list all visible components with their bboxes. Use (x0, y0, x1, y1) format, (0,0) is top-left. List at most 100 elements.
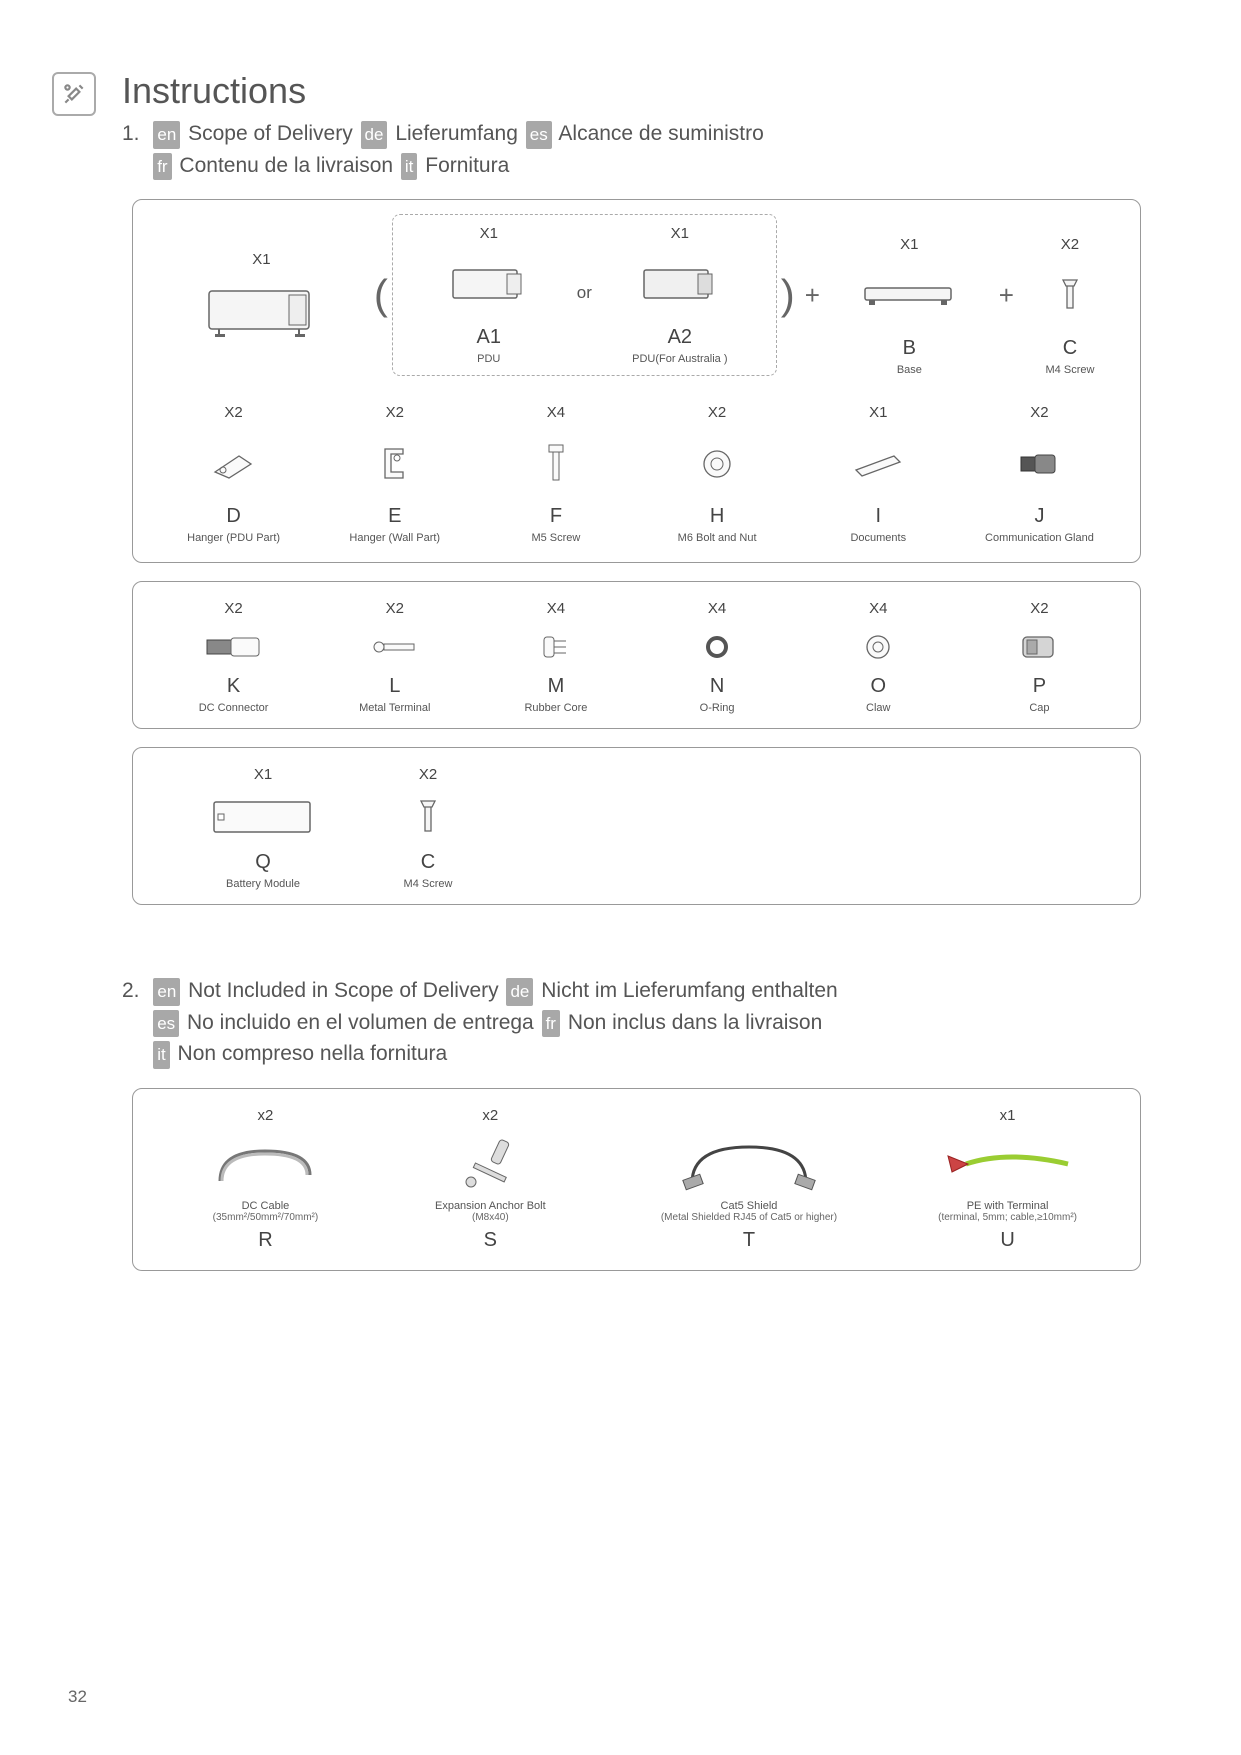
label: M5 Screw (531, 532, 580, 544)
letter: S (484, 1229, 497, 1252)
letter: C (1063, 337, 1077, 360)
letter: B (903, 337, 916, 360)
section1-fr: Contenu de la livraison (179, 154, 393, 177)
qty: X1 (671, 225, 689, 242)
letter: H (710, 505, 724, 528)
page: Instructions 1. en Scope of Delivery de … (0, 0, 1241, 1755)
letter: D (226, 505, 240, 528)
letter: E (388, 505, 401, 528)
section2-es: No incluido en el volumen de entrega (187, 1011, 534, 1034)
claw-icon (862, 625, 894, 669)
label: Expansion Anchor Bolt (435, 1200, 546, 1212)
lang-en: en (153, 121, 180, 149)
section2-en: Not Included in Scope of Delivery (188, 979, 499, 1002)
box4-row: x2 DC Cable (35mm²/50mm²/70mm²) R x2 Exp… (153, 1103, 1120, 1252)
qty: x1 (1000, 1107, 1016, 1124)
delivery-box-2: X2 K DC Connector X2 L Metal Terminal X4… (132, 581, 1141, 729)
paren-close: ) (777, 271, 799, 319)
lang-it: it (153, 1041, 170, 1069)
qty: X2 (419, 766, 437, 783)
m6-bolt-icon (699, 429, 735, 499)
lang-es: es (526, 121, 552, 149)
item-t: Cat5 Shield (Metal Shielded RJ45 of Cat5… (603, 1120, 895, 1252)
box1-row2: X2 D Hanger (PDU Part) X2 E Hanger (Wall… (153, 400, 1120, 544)
tools-icon (52, 72, 96, 116)
label: Metal Terminal (359, 702, 430, 714)
item-u: x1 PE with Terminal (terminal, 5mm; cabl… (895, 1103, 1120, 1252)
item-l: X2 L Metal Terminal (314, 596, 475, 714)
section2-header: 2. en Not Included in Scope of Delivery … (122, 975, 1181, 1070)
dc-connector-icon (203, 625, 265, 669)
label: Cap (1029, 702, 1049, 714)
item-m: X4 M Rubber Core (475, 596, 636, 714)
lang-de: de (361, 121, 388, 149)
paren-open: ( (370, 271, 392, 319)
label: DC Connector (199, 702, 269, 714)
m4-screw-icon (1057, 261, 1083, 331)
or-text: or (577, 283, 592, 303)
label: M6 Bolt and Nut (678, 532, 757, 544)
letter: C (421, 851, 435, 874)
step-number: 2. (122, 979, 140, 1002)
letter: J (1034, 505, 1044, 528)
pdu-au-icon (640, 250, 720, 320)
not-included-box: x2 DC Cable (35mm²/50mm²/70mm²) R x2 Exp… (132, 1088, 1141, 1271)
section1-header: 1. en Scope of Delivery de Lieferumfang … (122, 118, 1181, 181)
section1-it: Fornitura (425, 154, 509, 177)
section2-de: Nicht im Lieferumfang enthalten (541, 979, 838, 1002)
letter: U (1000, 1229, 1014, 1252)
label: DC Cable (242, 1200, 290, 1212)
item-f: X4 F M5 Screw (475, 400, 636, 544)
box2-row: X2 K DC Connector X2 L Metal Terminal X4… (153, 596, 1120, 714)
lang-de: de (506, 978, 533, 1006)
lang-it: it (401, 153, 418, 181)
pdu-icon (449, 250, 529, 320)
item-c: X2 C M4 Screw (1020, 232, 1120, 376)
page-number: 32 (68, 1687, 87, 1707)
label: Rubber Core (524, 702, 587, 714)
sublabel: (M8x40) (472, 1212, 509, 1223)
item-j: X2 J Communication Gland (959, 400, 1120, 544)
label: Cat5 Shield (721, 1200, 778, 1212)
item-main-unit: X1 (153, 247, 370, 376)
letter: Q (255, 851, 271, 874)
delivery-box-3: X1 Q Battery Module X2 C M4 Screw (132, 747, 1141, 905)
label: Base (897, 364, 922, 376)
anchor-bolt-icon (455, 1132, 525, 1196)
plus-2: + (993, 280, 1020, 311)
item-e: X2 E Hanger (Wall Part) (314, 400, 475, 544)
letter: T (743, 1229, 755, 1252)
qty: X2 (708, 404, 726, 421)
item-r: x2 DC Cable (35mm²/50mm²/70mm²) R (153, 1103, 378, 1252)
qty: X2 (224, 600, 242, 617)
qty: X1 (254, 766, 272, 783)
qty: X2 (1030, 404, 1048, 421)
label: Documents (850, 532, 906, 544)
letter: A2 (668, 326, 692, 349)
label: Communication Gland (985, 532, 1094, 544)
qty: X1 (252, 251, 270, 268)
box3-row: X1 Q Battery Module X2 C M4 Screw (153, 762, 1120, 890)
label: Hanger (PDU Part) (187, 532, 280, 544)
qty: X1 (869, 404, 887, 421)
letter: L (389, 675, 400, 698)
lang-en: en (153, 978, 180, 1006)
documents-icon (850, 429, 906, 499)
letter: F (550, 505, 562, 528)
cat5-cable-icon (674, 1132, 824, 1196)
pe-terminal-icon (938, 1132, 1078, 1196)
item-p: X2 P Cap (959, 596, 1120, 714)
letter: K (227, 675, 240, 698)
qty: X4 (708, 600, 726, 617)
qty: X4 (869, 600, 887, 617)
qty: X2 (1030, 600, 1048, 617)
qty: X4 (547, 404, 565, 421)
letter: M (548, 675, 565, 698)
lang-fr: fr (153, 153, 171, 181)
item-b: X1 B Base (826, 232, 993, 376)
plus-1: + (799, 280, 826, 311)
pdu-alternatives: X1 A1 PDU or X1 A2 PDU(For Australia ) (392, 214, 777, 376)
qty: X2 (224, 404, 242, 421)
section2-fr: Non inclus dans la livraison (568, 1011, 822, 1034)
item-s: x2 Expansion Anchor Bolt (M8x40) S (378, 1103, 603, 1252)
